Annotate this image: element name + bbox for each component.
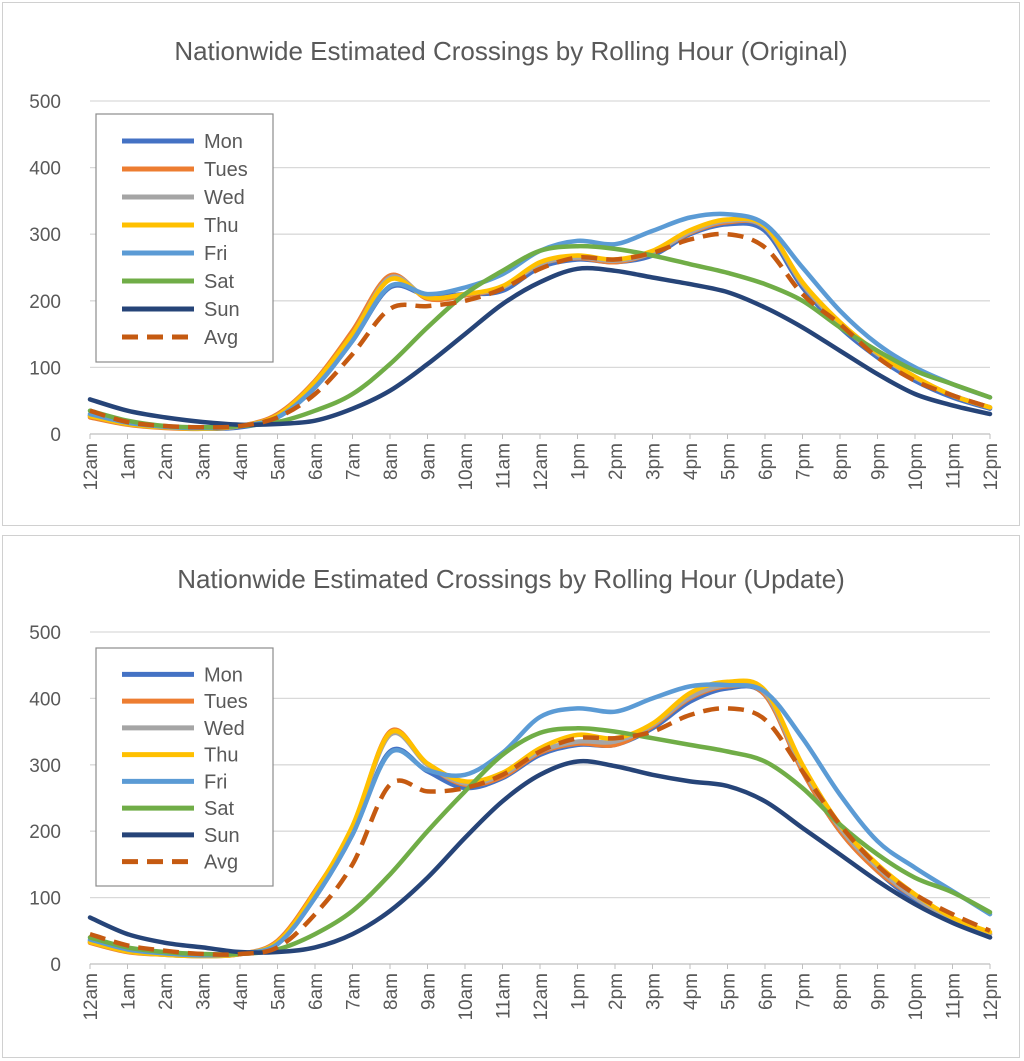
x-axis-labels: 12am 1am 2am 3am 4am 5am 6am 7am 8am 9am 10am 11am 1… xyxy=(81,434,1002,491)
y-tick-label: 500 xyxy=(29,623,61,644)
y-tick-label: 400 xyxy=(29,689,61,710)
x-tick-label: 2pm xyxy=(606,973,627,1010)
x-tick-label: 6pm xyxy=(756,443,777,480)
x-axis-labels: 12am 1am 2am 3am 4am 5am 6am 7am 8am 9am 10am 11am 1… xyxy=(81,964,1002,1021)
legend-label-avg: Avg xyxy=(204,852,238,874)
x-tick-label: 6pm xyxy=(756,973,777,1010)
chart-panel-update: Nationwide Estimated Crossings by Rollin… xyxy=(2,535,1020,1058)
x-tick-label: 9am xyxy=(419,443,440,480)
x-tick-label: 8am xyxy=(381,443,402,480)
x-tick-label: 12am xyxy=(81,443,102,491)
x-tick-label: 3pm xyxy=(644,973,665,1010)
x-tick-label: 7pm xyxy=(794,973,815,1010)
x-tick-label: 12pm xyxy=(981,973,1002,1021)
legend-box xyxy=(95,113,274,363)
legend-label-mon: Mon xyxy=(204,131,243,153)
y-tick-label: 100 xyxy=(29,889,61,910)
x-tick-label: 5pm xyxy=(719,973,740,1010)
x-tick-label: 1am xyxy=(119,443,140,480)
x-tick-label: 8pm xyxy=(831,443,852,480)
x-tick-label: 3pm xyxy=(644,443,665,480)
legend-label-sun: Sun xyxy=(204,825,240,847)
x-tick-label: 5am xyxy=(269,443,290,480)
chart-title: Nationwide Estimated Crossings by Rollin… xyxy=(177,564,845,594)
x-tick-label: 9am xyxy=(419,973,440,1010)
legend-label-avg: Avg xyxy=(204,327,238,349)
x-tick-label: 3am xyxy=(194,443,215,480)
legend-label-thu: Thu xyxy=(204,745,238,767)
chart-panel-original: Nationwide Estimated Crossings by Rollin… xyxy=(2,2,1020,526)
y-axis-labels: 0 100 200 300 400 500 xyxy=(29,92,61,446)
y-tick-label: 200 xyxy=(29,292,61,313)
chart-title: Nationwide Estimated Crossings by Rollin… xyxy=(174,36,847,66)
x-tick-label: 9pm xyxy=(869,443,890,480)
x-tick-label: 4pm xyxy=(681,973,702,1010)
x-tick-label: 5pm xyxy=(719,443,740,480)
x-tick-label: 8am xyxy=(381,973,402,1010)
x-tick-label: 11pm xyxy=(944,973,965,1019)
x-tick-label: 11am xyxy=(494,443,515,489)
x-tick-label: 1am xyxy=(119,973,140,1010)
x-tick-label: 7am xyxy=(344,973,365,1010)
x-tick-label: 2am xyxy=(156,443,177,480)
x-tick-label: 9pm xyxy=(869,973,890,1010)
x-tick-label: 10am xyxy=(456,443,477,491)
series-lines xyxy=(87,211,993,432)
y-tick-label: 100 xyxy=(29,358,61,379)
x-tick-label: 5am xyxy=(269,973,290,1010)
legend-label-fri: Fri xyxy=(204,771,227,793)
x-tick-label: 10am xyxy=(456,973,477,1021)
y-tick-label: 400 xyxy=(29,159,61,180)
legend-label-tues: Tues xyxy=(204,159,248,181)
x-tick-label: 2am xyxy=(156,973,177,1010)
x-tick-label: 12am xyxy=(531,973,552,1021)
x-tick-label: 1pm xyxy=(569,443,590,480)
x-tick-label: 10pm xyxy=(906,973,927,1021)
crossings-chart-update: Nationwide Estimated Crossings by Rollin… xyxy=(29,564,1002,1021)
legend-label-wed: Wed xyxy=(204,187,245,209)
legend-label-wed: Wed xyxy=(204,718,245,740)
crossings-chart-original: Nationwide Estimated Crossings by Rollin… xyxy=(29,36,1002,491)
legend-label-mon: Mon xyxy=(204,664,243,686)
x-tick-label: 8pm xyxy=(831,973,852,1010)
legend-label-tues: Tues xyxy=(204,691,248,713)
legend-label-fri: Fri xyxy=(204,243,227,265)
x-tick-label: 12am xyxy=(531,443,552,491)
y-tick-label: 300 xyxy=(29,225,61,246)
x-tick-label: 11am xyxy=(494,973,515,1019)
x-tick-label: 4pm xyxy=(681,443,702,480)
legend: Mon Tues Wed Thu Fri Sat Sun Avg xyxy=(95,113,274,363)
y-tick-label: 0 xyxy=(50,425,61,446)
x-tick-label: 3am xyxy=(194,973,215,1010)
legend-label-sat: Sat xyxy=(204,271,234,293)
x-tick-label: 7am xyxy=(344,443,365,480)
x-tick-label: 4am xyxy=(231,973,252,1010)
x-tick-label: 4am xyxy=(231,443,252,480)
series-line-avg xyxy=(89,706,991,957)
series-lines xyxy=(87,678,993,959)
y-tick-label: 0 xyxy=(50,955,61,976)
x-tick-label: 6am xyxy=(306,443,327,480)
y-tick-label: 300 xyxy=(29,756,61,777)
legend-box xyxy=(95,647,274,887)
y-axis-labels: 0 100 200 300 400 500 xyxy=(29,623,61,976)
series-line-avg xyxy=(89,231,991,430)
x-tick-label: 10pm xyxy=(906,443,927,491)
y-tick-label: 500 xyxy=(29,92,61,113)
legend-label-sat: Sat xyxy=(204,798,234,820)
legend-label-thu: Thu xyxy=(204,215,238,237)
y-tick-label: 200 xyxy=(29,822,61,843)
x-tick-label: 12pm xyxy=(981,443,1002,491)
x-tick-label: 6am xyxy=(306,973,327,1010)
legend-label-sun: Sun xyxy=(204,299,240,321)
x-tick-label: 1pm xyxy=(569,973,590,1010)
x-tick-label: 7pm xyxy=(794,443,815,480)
x-tick-label: 11pm xyxy=(944,443,965,489)
legend: Mon Tues Wed Thu Fri Sat Sun Avg xyxy=(95,647,274,887)
x-tick-label: 2pm xyxy=(606,443,627,480)
x-tick-label: 12am xyxy=(81,973,102,1021)
